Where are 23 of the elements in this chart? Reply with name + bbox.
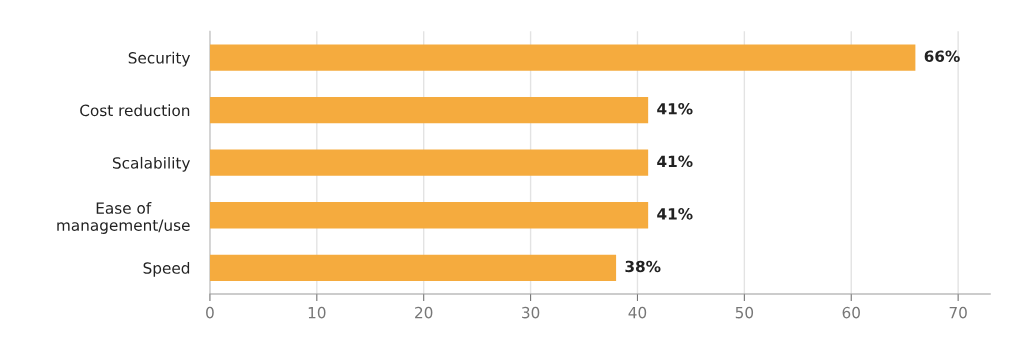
bar — [209, 202, 649, 229]
data-label: 41% — [657, 208, 693, 220]
x-tick-label: 50 — [735, 306, 754, 319]
y-tick-label: Cost reduction — [80, 104, 190, 117]
data-label: 38% — [625, 260, 661, 273]
x-tick-label: 20 — [415, 306, 433, 319]
bar — [209, 254, 617, 281]
x-tick-label: 70 — [949, 306, 967, 319]
y-tick-label: Ease of management/use — [57, 202, 190, 234]
x-tick-label: 10 — [308, 306, 326, 319]
bar — [209, 149, 649, 176]
bar — [209, 97, 649, 124]
y-tick-label: Scalability — [112, 156, 191, 172]
data-label: 66% — [924, 50, 960, 63]
bar — [209, 44, 916, 71]
data-label: 41% — [657, 155, 693, 168]
x-tick-label: 0 — [206, 306, 214, 319]
y-tick-label: Speed — [143, 261, 190, 277]
x-tick-label: 60 — [842, 306, 860, 319]
y-tick-label: Security — [128, 51, 191, 67]
x-tick-label: 30 — [522, 306, 540, 319]
data-label: 41% — [657, 103, 693, 115]
x-tick-label: 40 — [628, 306, 647, 319]
